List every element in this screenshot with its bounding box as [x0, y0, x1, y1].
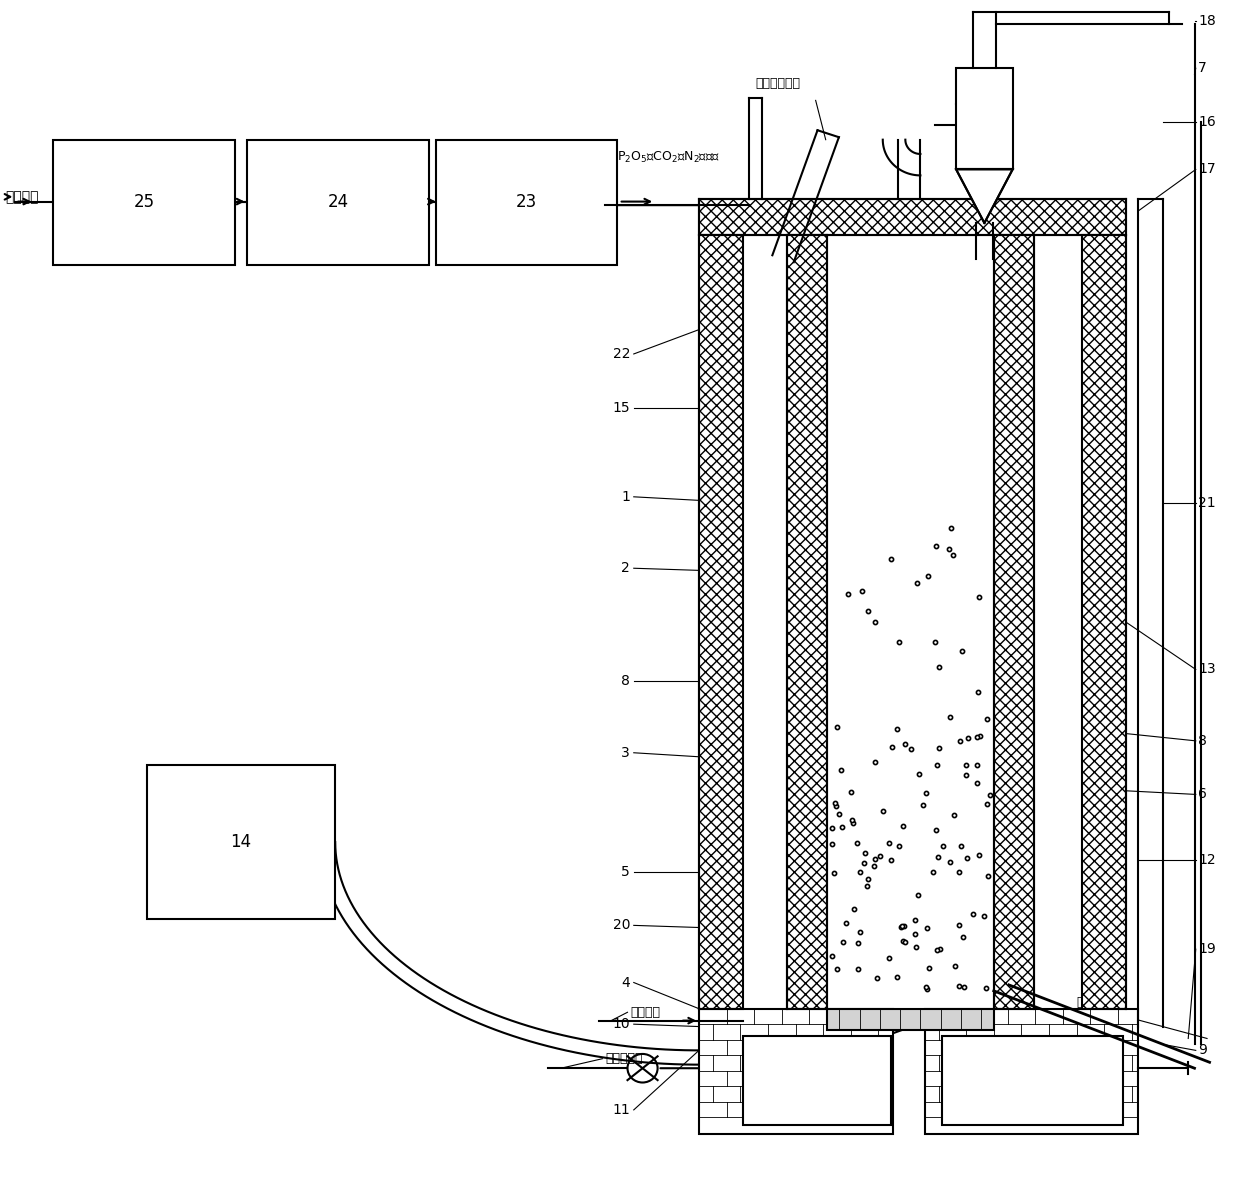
Text: 17: 17: [1198, 163, 1216, 177]
Text: 富氧空气: 富氧空气: [630, 1006, 660, 1019]
Text: 16: 16: [1198, 115, 1216, 129]
Bar: [53, 140, 234, 264]
Text: 炉渣: 炉渣: [1076, 996, 1091, 1009]
Text: 8: 8: [1198, 734, 1207, 748]
Text: 10: 10: [612, 1017, 630, 1031]
Bar: [436, 140, 617, 264]
Bar: [994, 234, 1034, 1008]
Text: 5: 5: [621, 865, 630, 879]
Polygon shape: [956, 170, 1013, 222]
Bar: [247, 140, 430, 264]
Bar: [699, 200, 1125, 234]
Bar: [699, 234, 743, 1008]
Text: 25: 25: [134, 194, 155, 212]
Text: 12: 12: [1198, 853, 1216, 867]
Bar: [743, 1036, 891, 1125]
Bar: [925, 1008, 1138, 1134]
Text: 18: 18: [1198, 13, 1216, 28]
Text: 21: 21: [1198, 496, 1216, 509]
Text: 燃料、空气: 燃料、空气: [605, 1052, 643, 1066]
Text: 7: 7: [1198, 61, 1207, 75]
Text: 24: 24: [328, 194, 349, 212]
Bar: [147, 764, 335, 920]
Text: 23: 23: [515, 194, 537, 212]
Text: 磷矿混合粒料: 磷矿混合粒料: [756, 78, 800, 90]
Bar: [1034, 234, 1081, 1008]
Text: 20: 20: [612, 919, 630, 933]
Text: 13: 13: [1198, 663, 1216, 677]
Text: 3: 3: [621, 746, 630, 759]
Text: 19: 19: [1198, 942, 1216, 956]
Text: 6: 6: [1198, 787, 1207, 801]
Bar: [1081, 234, 1125, 1008]
Text: 15: 15: [612, 401, 630, 415]
Bar: [743, 234, 786, 1008]
Text: 2: 2: [621, 561, 630, 575]
Bar: [786, 234, 827, 1008]
Bar: [827, 234, 994, 1008]
Text: 14: 14: [231, 834, 252, 852]
Bar: [699, 1008, 893, 1134]
Bar: [956, 68, 1013, 170]
Text: 1: 1: [621, 490, 630, 504]
Text: 9: 9: [1198, 1043, 1207, 1057]
Text: 11: 11: [612, 1103, 630, 1117]
Bar: [942, 1036, 1123, 1125]
Text: P$_2$O$_5$、CO$_2$、N$_2$等气体: P$_2$O$_5$、CO$_2$、N$_2$等气体: [617, 150, 721, 165]
Bar: [827, 1008, 994, 1030]
Text: 工艺尾气: 工艺尾气: [5, 190, 39, 203]
Text: 4: 4: [621, 976, 630, 989]
Text: 流体介质: 流体介质: [1057, 1042, 1086, 1055]
Text: 22: 22: [612, 347, 630, 361]
Text: 8: 8: [621, 675, 630, 689]
